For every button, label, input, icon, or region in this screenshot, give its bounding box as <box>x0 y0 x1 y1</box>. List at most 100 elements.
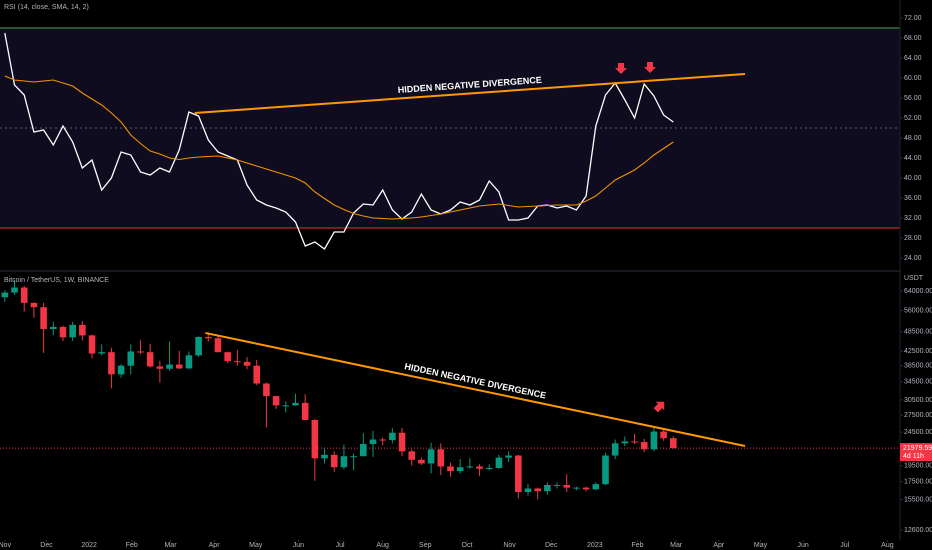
price-title: Bitcoin / TetherUS, 1W, BINANCE <box>4 277 109 284</box>
y-tick-label: 64000.00 <box>904 288 932 295</box>
y-tick-label: 24500.00 <box>904 429 932 436</box>
arrow-down <box>644 62 656 73</box>
candle-body <box>398 432 406 452</box>
candle-body <box>621 441 629 444</box>
candle-body <box>330 454 338 468</box>
candle-body <box>224 352 231 362</box>
candle-body <box>485 467 493 469</box>
x-tick-label: Oct <box>462 542 473 549</box>
arrow-down <box>615 63 627 74</box>
candle-body <box>49 326 57 330</box>
candle-body <box>272 396 280 406</box>
y-tick-label: 48.00 <box>904 135 922 142</box>
x-tick-label: Sep <box>419 542 432 549</box>
y-tick-label: 56.00 <box>904 95 922 102</box>
x-tick-label: Jun <box>797 542 808 549</box>
candle-body <box>524 488 532 493</box>
y-tick-label: 48500.00 <box>904 329 932 336</box>
candle-body <box>563 485 571 488</box>
candle-body <box>534 488 541 492</box>
candle-body <box>292 402 299 406</box>
candle-body <box>59 326 67 338</box>
x-tick-label: Jul <box>336 542 345 549</box>
y-tick-label: 19500.00 <box>904 463 932 470</box>
candle-body <box>156 366 164 369</box>
y-tick-label: 42500.00 <box>904 348 932 355</box>
candle-body <box>79 324 86 336</box>
candle-body <box>282 405 290 407</box>
candle-body <box>650 431 658 450</box>
candle-body <box>253 365 261 384</box>
y-tick-label: 38500.00 <box>904 363 932 370</box>
candle-body <box>321 454 328 459</box>
candle-body <box>660 431 667 439</box>
y-tick-label: 56000.00 <box>904 307 932 314</box>
y-tick-label: 36.00 <box>904 195 922 202</box>
candle-body <box>515 455 522 493</box>
y-tick-label: 64.00 <box>904 55 922 62</box>
back-layer <box>0 17 903 542</box>
candle-body <box>175 364 183 369</box>
candle-body <box>69 324 76 338</box>
trend-line <box>205 331 746 447</box>
line-series <box>4 32 674 250</box>
candle-body <box>476 466 483 469</box>
candle-body <box>670 438 677 449</box>
x-tick-label: Mar <box>164 542 177 549</box>
candle-body <box>631 441 638 443</box>
candle-body <box>437 449 445 467</box>
last-price-label: 21979.59 <box>903 445 932 452</box>
x-tick-label: Nov <box>0 542 12 549</box>
candle-body <box>418 459 425 464</box>
candle-body <box>166 364 173 369</box>
y-tick-label: 30500.00 <box>904 397 932 404</box>
x-tick-label: May <box>754 542 768 549</box>
candle-body <box>573 487 580 489</box>
y-tick-label: 17500.00 <box>904 478 932 485</box>
x-tick-label: Mar <box>670 542 683 549</box>
candle-body <box>20 287 28 303</box>
x-tick-label: Nov <box>503 542 516 549</box>
candle-body <box>466 466 474 468</box>
y-tick-label: 72.00 <box>904 15 922 22</box>
candle-body <box>408 451 416 460</box>
candle-body <box>301 402 309 421</box>
candle-body <box>447 466 454 472</box>
y-tick-label: 12600.00 <box>904 527 932 534</box>
y-tick-label: 28.00 <box>904 235 922 242</box>
candle-body <box>137 351 144 353</box>
candle-body <box>88 335 96 354</box>
y-tick-label: 44.00 <box>904 155 922 162</box>
y-tick-label: 27500.00 <box>904 412 932 419</box>
candle-body <box>582 487 590 490</box>
y-tick-label: 32.00 <box>904 215 922 222</box>
line-series <box>4 75 674 220</box>
candle-body <box>611 443 619 456</box>
candle-body <box>1 292 9 298</box>
candle-body <box>127 351 135 366</box>
candle-body <box>30 302 38 308</box>
candle-body <box>369 439 377 445</box>
candle-body <box>544 485 551 492</box>
candle-body <box>640 442 648 450</box>
y-tick-label: 68.00 <box>904 35 922 42</box>
arrow-up-right <box>653 401 665 413</box>
countdown-label: 4d 11h <box>903 453 924 460</box>
trend-line <box>194 73 746 114</box>
candle-body <box>234 361 241 363</box>
candle-body <box>495 457 503 468</box>
candle-body <box>360 444 367 457</box>
candle-body <box>340 456 348 468</box>
x-tick-label: Apr <box>209 542 221 549</box>
last-price-box <box>900 443 932 462</box>
y-tick-label: 24.00 <box>904 255 922 262</box>
candle-body <box>427 449 435 464</box>
y-tick-label: 52.00 <box>904 115 922 122</box>
candle-body <box>263 383 270 397</box>
x-tick-label: Jul <box>840 542 849 549</box>
x-tick-label: Jun <box>293 542 304 549</box>
y-tick-label: 40.00 <box>904 175 922 182</box>
candle-body <box>602 455 609 485</box>
